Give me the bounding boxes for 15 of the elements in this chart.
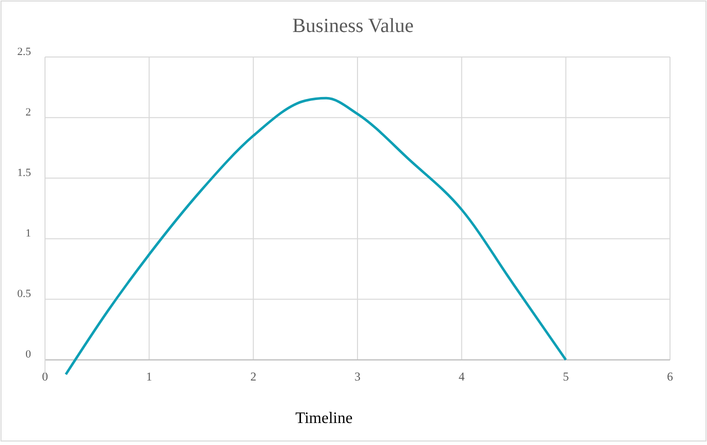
x-tick-label: 4: [458, 369, 465, 384]
y-tick-label: 1: [26, 228, 31, 240]
x-tick-label: 3: [354, 369, 360, 384]
y-tick-label: 0: [26, 348, 32, 361]
x-tick-label: 0: [42, 369, 48, 384]
y-tick-label: 2.5: [17, 46, 32, 58]
x-tick-label: 5: [562, 369, 569, 384]
y-tick-label: 0.5: [17, 288, 32, 300]
x-tick-label: 6: [667, 369, 673, 384]
y-tick-label: 2: [26, 106, 31, 118]
x-tick-label: 2: [250, 369, 256, 384]
y-tick-label: 1.5: [17, 166, 32, 179]
x-axis-title: Timeline: [295, 410, 353, 427]
x-tick-label: 1: [146, 369, 152, 384]
chart-title: Business Value: [292, 15, 414, 37]
